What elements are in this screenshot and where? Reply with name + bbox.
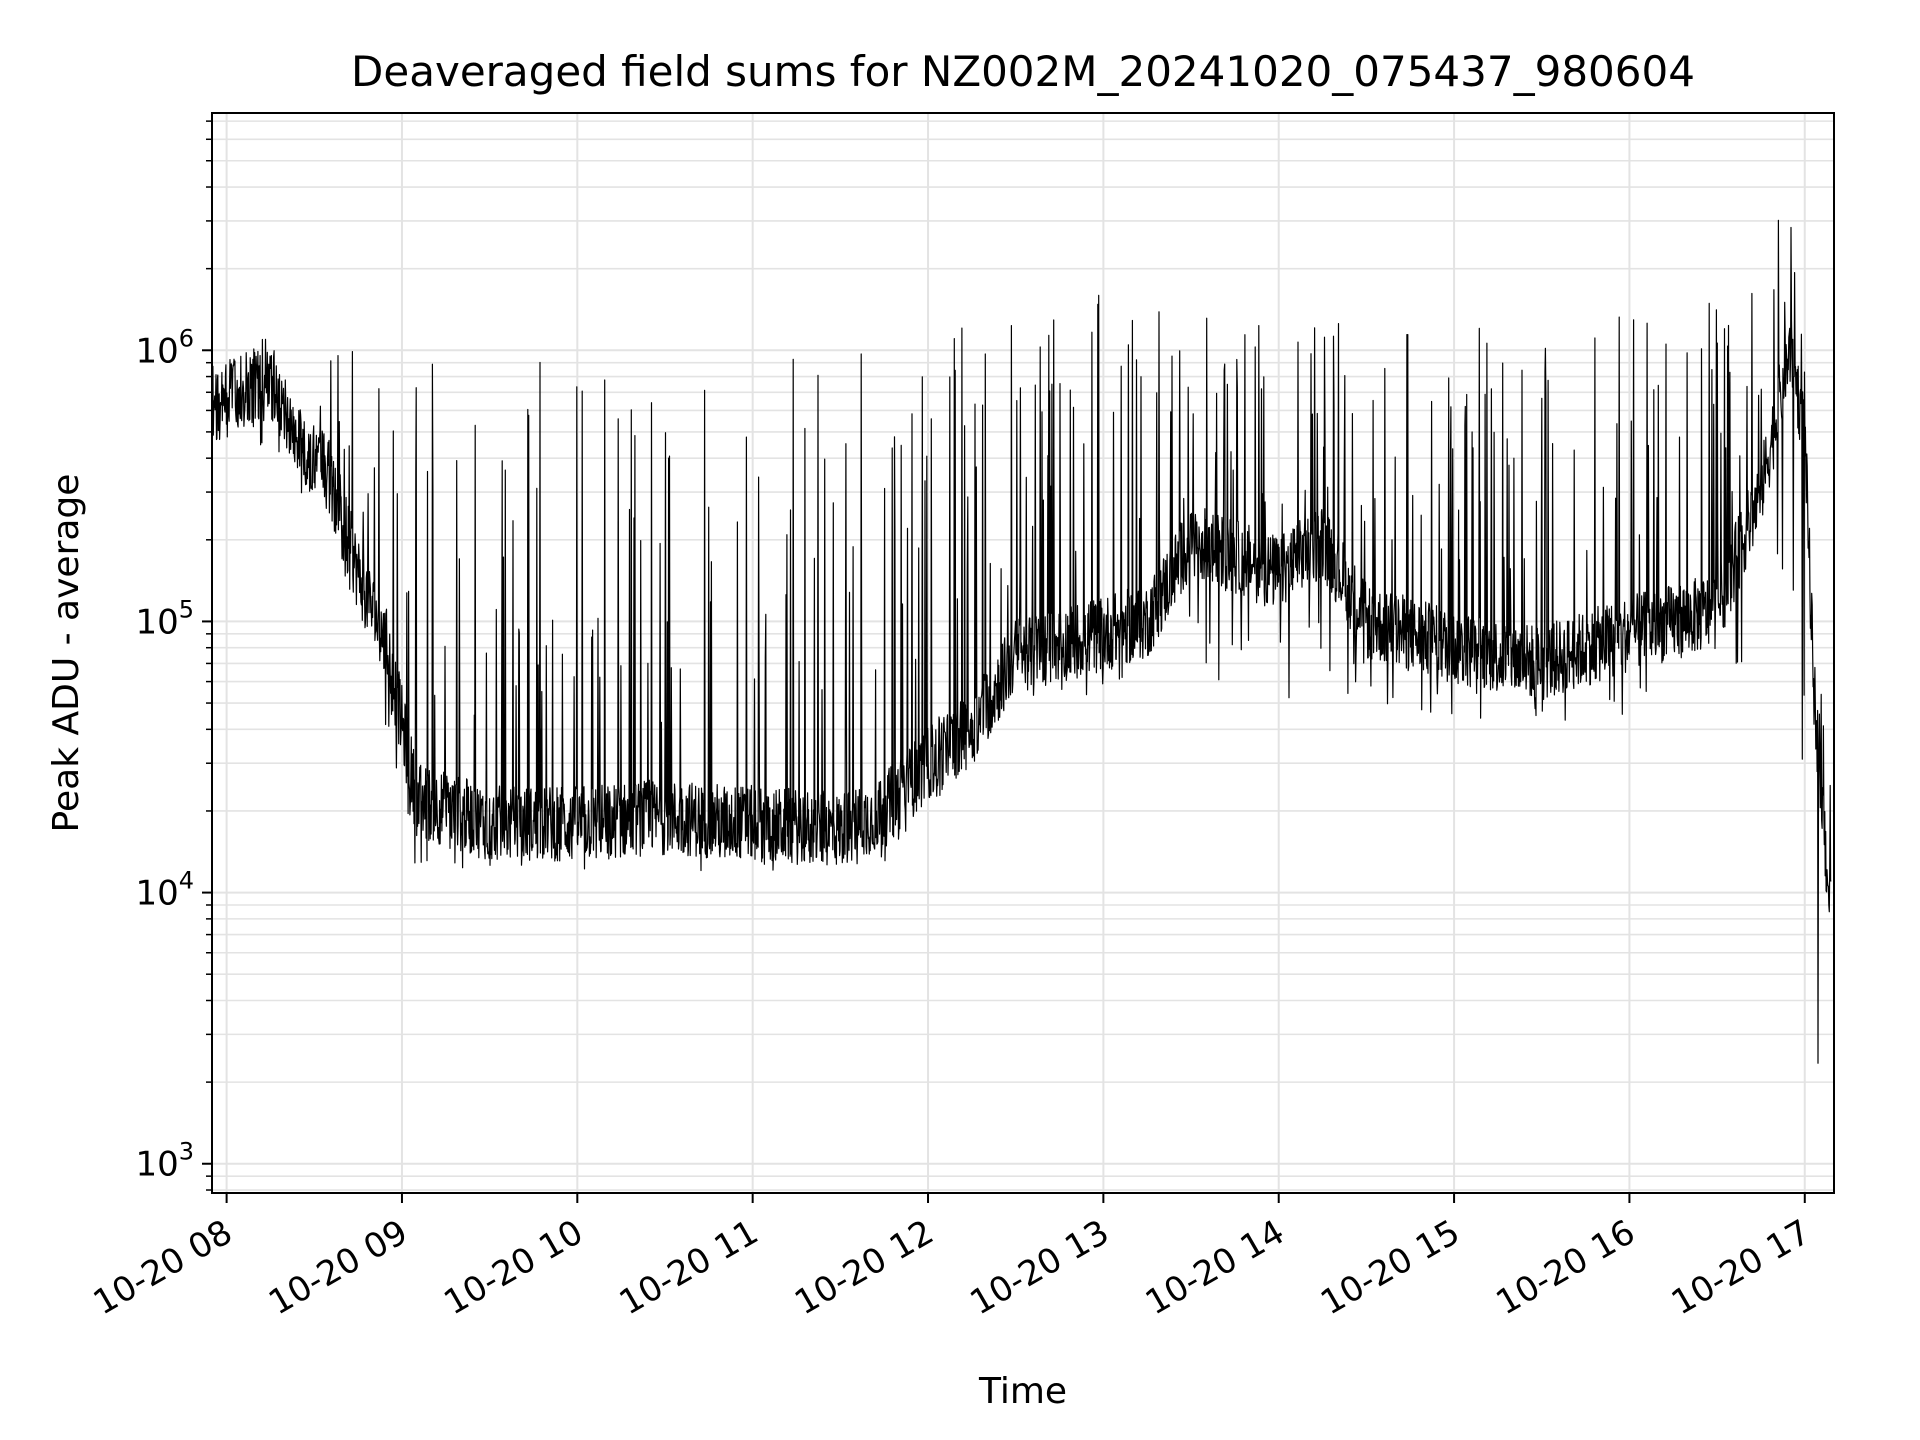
y-tick-label-base: 10: [135, 874, 178, 914]
grid-lines: [212, 113, 1834, 1193]
y-tick-label-base: 10: [135, 331, 178, 371]
chart-title: Deaveraged field sums for NZ002M_2024102…: [351, 47, 1695, 96]
x-tick-label: 10-20 10: [437, 1212, 589, 1323]
y-tick-label: 104: [135, 867, 194, 914]
y-tick-label-exponent: 3: [179, 1138, 194, 1166]
x-tick-label: 10-20 13: [963, 1212, 1115, 1323]
y-tick-label: 105: [135, 595, 194, 642]
plot-area-frame: [211, 112, 1835, 1194]
x-axis-label: Time: [978, 1371, 1067, 1412]
x-tick-label: 10-20 09: [262, 1212, 414, 1323]
y-tick-label-exponent: 4: [179, 867, 194, 895]
y-tick-label-exponent: 6: [179, 324, 194, 352]
x-tick-label: 10-20 11: [613, 1212, 765, 1323]
y-tick-label-base: 10: [135, 602, 178, 642]
y-tick-label-base: 10: [135, 1145, 178, 1185]
x-tick-label: 10-20 12: [788, 1212, 940, 1323]
series-line: [211, 219, 1832, 1064]
x-tick-label: 10-20 17: [1665, 1212, 1817, 1323]
y-tick-label: 103: [135, 1138, 194, 1185]
x-tick-label: 10-20 15: [1314, 1212, 1466, 1323]
x-tick-label: 10-20 14: [1139, 1212, 1291, 1323]
x-tick-label: 10-20 16: [1490, 1212, 1642, 1323]
y-tick-label-exponent: 5: [179, 595, 194, 623]
x-tick-label: 10-20 08: [87, 1212, 239, 1323]
y-axis-label: Peak ADU - average: [46, 474, 87, 833]
y-tick-label: 106: [135, 324, 194, 371]
